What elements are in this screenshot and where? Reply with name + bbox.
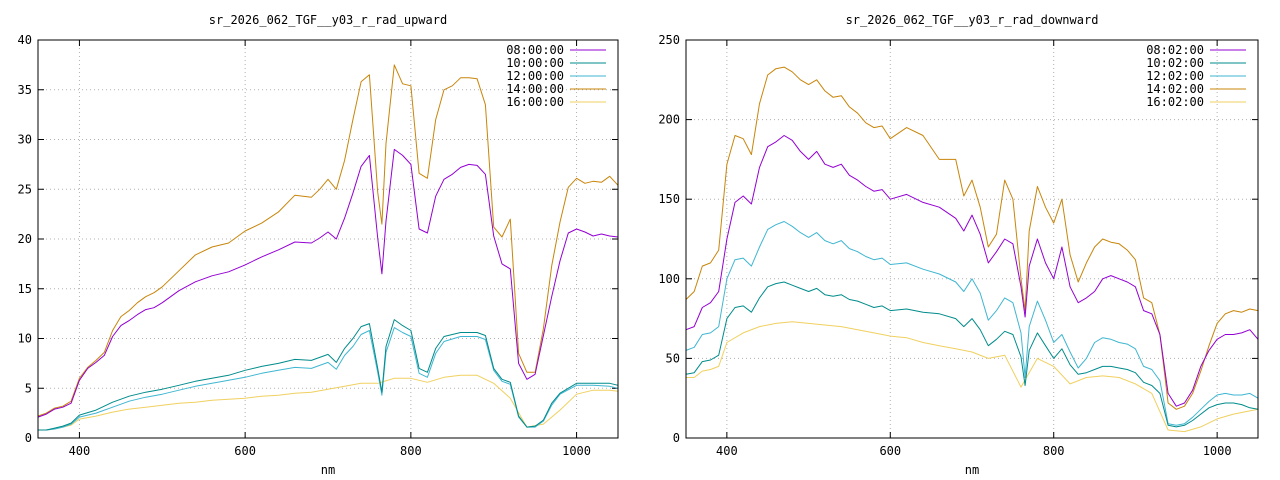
legend-label: 08:00:00 [506,43,564,57]
series-line-100000 [38,319,619,431]
y-tick-label: 250 [658,33,680,47]
x-tick-label: 400 [716,444,738,458]
x-axis-label: nm [321,463,335,477]
y-tick-label: 20 [18,232,32,246]
x-tick-label: 800 [1043,444,1065,458]
series-line-120000 [38,327,619,431]
x-tick-label: 800 [400,444,422,458]
x-tick-label: 1000 [562,444,591,458]
plot-frame [37,39,619,439]
series-line-160200 [686,321,1259,433]
chart-panel-upward: sr_2026_062_TGF__y03_r_rad_upward 0 5 10 15 2… [18,13,619,477]
y-tick-label: 200 [658,113,680,127]
series-line-100200 [685,281,1259,428]
x-tick-label: 400 [69,444,91,458]
legend-label: 12:02:00 [1146,69,1204,83]
legend-label: 10:02:00 [1146,56,1204,70]
series-line-140200 [685,66,1259,410]
series-line-160000 [38,374,619,431]
legend-label: 16:00:00 [506,95,564,109]
series-group [685,66,1259,433]
axes: 0 5 10 15 20 25 30 35 40 400 600 800 1000 [18,33,618,458]
chart-title: sr_2026_062_TGF__y03_r_rad_downward [846,13,1099,27]
y-tick-label: 35 [18,83,32,97]
y-tick-label: 0 [25,431,32,445]
y-tick-label: 50 [666,351,680,365]
series-line-080000 [37,148,619,418]
x-tick-label: 600 [879,444,901,458]
chart-upward: sr_2026_062_TGF__y03_r_rad_upward 0 5 10 15 2… [18,13,619,477]
series-line-120200 [685,221,1259,426]
x-axis-label: nm [965,463,979,477]
series-line-080200 [685,135,1259,407]
legend-label: 10:00:00 [506,56,564,70]
y-tick-label: 40 [18,33,32,47]
legend-label: 16:02:00 [1146,95,1204,109]
y-tick-label: 0 [673,431,680,445]
legend-label: 14:00:00 [506,82,564,96]
legend-label: 12:00:00 [506,69,564,83]
grid [38,40,618,438]
plot-frame [685,39,1259,439]
chart-panel-downward: sr_2026_062_TGF__y03_r_rad_downward 0 50 10… [640,0,1280,480]
y-tick-label: 25 [18,182,32,196]
series-group [37,64,619,431]
y-tick-label: 30 [18,133,32,147]
legend-label: 14:02:00 [1146,82,1204,96]
chart-title: sr_2026_062_TGF__y03_r_rad_upward [209,13,447,27]
y-tick-label: 15 [18,282,32,296]
y-tick-label: 5 [25,381,32,395]
y-tick-label: 100 [658,272,680,286]
x-tick-label: 1000 [1203,444,1232,458]
legend-label: 08:02:00 [1146,43,1204,57]
chart-downward: sr_2026_062_TGF__y03_r_rad_downward 0 50 10… [658,13,1259,477]
x-tick-label: 600 [234,444,256,458]
y-tick-label: 150 [658,192,680,206]
series-line-140000 [37,64,619,417]
y-tick-label: 10 [18,332,32,346]
